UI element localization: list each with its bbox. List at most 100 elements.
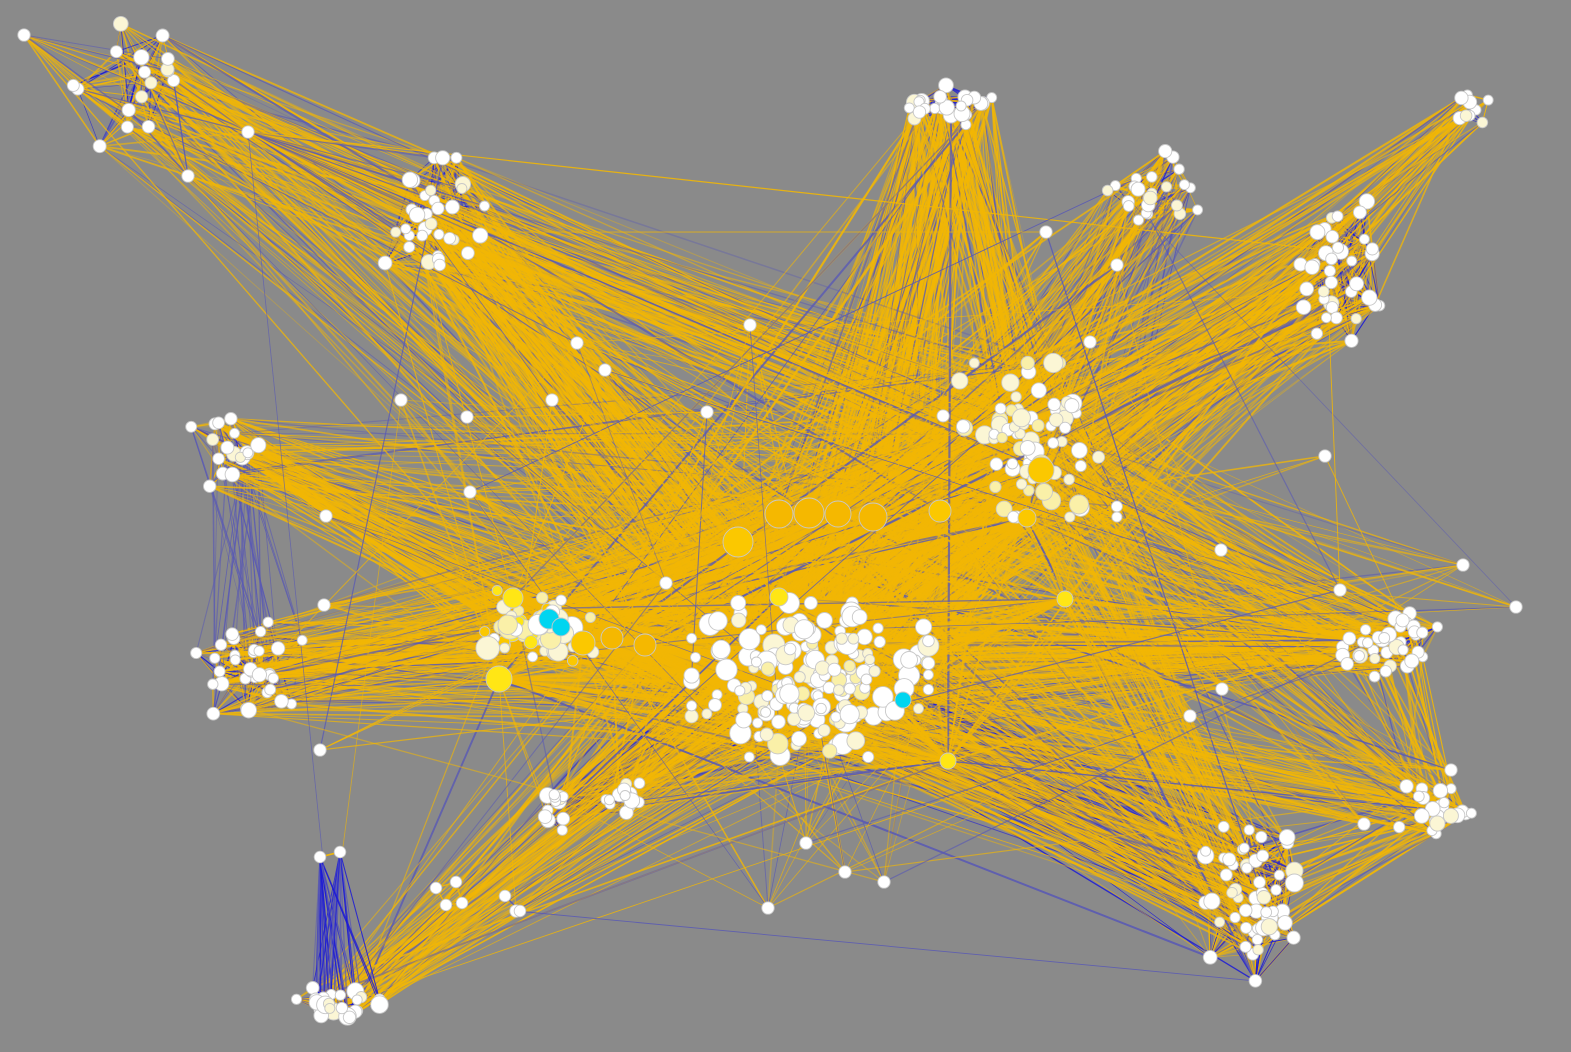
graph-node[interactable] [1047, 397, 1061, 412]
graph-node[interactable] [1399, 779, 1414, 794]
graph-node[interactable] [1310, 327, 1324, 340]
graph-node[interactable] [502, 587, 524, 609]
graph-node[interactable] [242, 447, 254, 459]
graph-node[interactable] [212, 452, 225, 465]
graph-node[interactable] [1122, 200, 1135, 212]
graph-node[interactable] [1063, 473, 1075, 486]
graph-node[interactable] [1111, 511, 1123, 523]
graph-node[interactable] [1252, 944, 1264, 956]
graph-node[interactable] [138, 65, 152, 79]
graph-node[interactable] [1361, 289, 1378, 306]
graph-node[interactable] [843, 682, 856, 695]
graph-node[interactable] [290, 993, 303, 1005]
graph-node[interactable] [1001, 373, 1020, 392]
graph-node[interactable] [1342, 631, 1357, 646]
graph-node[interactable] [1200, 845, 1212, 857]
graph-node[interactable] [1324, 275, 1338, 290]
graph-node[interactable] [181, 169, 195, 183]
graph-node[interactable] [955, 100, 967, 112]
graph-node[interactable] [1256, 849, 1270, 863]
graph-node[interactable] [334, 989, 347, 1001]
graph-node[interactable] [686, 700, 698, 712]
graph-node[interactable] [864, 654, 876, 666]
graph-node[interactable] [684, 709, 699, 724]
graph-node[interactable] [1365, 242, 1379, 256]
graph-node[interactable] [491, 585, 503, 596]
graph-node[interactable] [793, 671, 806, 684]
graph-node[interactable] [425, 184, 437, 197]
graph-node[interactable] [429, 881, 443, 895]
graph-node[interactable] [783, 642, 797, 656]
graph-node[interactable] [1482, 94, 1494, 106]
graph-node[interactable] [1069, 494, 1089, 515]
graph-node[interactable] [1476, 116, 1489, 129]
graph-node[interactable] [619, 790, 631, 801]
graph-node[interactable] [1110, 500, 1123, 513]
graph-node[interactable] [1359, 624, 1372, 636]
graph-node[interactable] [1404, 653, 1420, 669]
graph-node[interactable] [1031, 419, 1045, 433]
graph-node[interactable] [1092, 450, 1106, 464]
graph-node[interactable] [1509, 600, 1523, 614]
graph-node[interactable] [250, 437, 267, 454]
graph-node[interactable] [584, 611, 596, 623]
graph-node[interactable] [764, 499, 794, 529]
graph-node[interactable] [1015, 478, 1028, 490]
graph-node[interactable] [743, 318, 757, 332]
graph-node[interactable] [240, 701, 257, 719]
graph-node[interactable] [815, 702, 827, 715]
graph-node[interactable] [141, 119, 156, 134]
graph-node[interactable] [856, 628, 873, 646]
graph-node[interactable] [498, 889, 512, 903]
graph-node[interactable] [794, 619, 815, 640]
graph-node[interactable] [203, 479, 217, 493]
graph-node[interactable] [799, 836, 813, 850]
graph-node[interactable] [305, 981, 320, 995]
graph-node[interactable] [715, 658, 738, 681]
graph-node[interactable] [1006, 457, 1019, 470]
graph-node[interactable] [1379, 665, 1392, 678]
graph-node[interactable] [556, 824, 568, 836]
graph-node[interactable] [1454, 90, 1469, 106]
graph-node[interactable] [1239, 940, 1252, 953]
graph-node[interactable] [951, 372, 969, 390]
graph-node[interactable] [1170, 199, 1183, 212]
graph-node[interactable] [1035, 483, 1053, 501]
graph-node[interactable] [860, 673, 873, 686]
graph-node[interactable] [463, 485, 477, 499]
graph-node[interactable] [1241, 862, 1253, 874]
graph-node[interactable] [1240, 921, 1253, 934]
graph-node[interactable] [708, 611, 728, 631]
graph-node[interactable] [755, 624, 767, 636]
graph-node[interactable] [1378, 632, 1391, 644]
graph-node[interactable] [1397, 644, 1409, 656]
graph-node[interactable] [738, 628, 761, 651]
graph-node[interactable] [1056, 590, 1074, 608]
graph-node[interactable] [1325, 252, 1338, 266]
graph-node[interactable] [1048, 412, 1064, 427]
graph-node[interactable] [767, 733, 789, 755]
graph-node[interactable] [1043, 352, 1064, 374]
graph-node[interactable] [1444, 763, 1458, 777]
graph-node[interactable] [206, 433, 220, 446]
graph-node[interactable] [497, 614, 518, 635]
graph-node[interactable] [633, 633, 657, 657]
graph-node[interactable] [1412, 790, 1425, 803]
graph-node[interactable] [17, 28, 31, 42]
graph-node[interactable] [1350, 313, 1362, 325]
graph-node[interactable] [225, 627, 239, 641]
graph-node[interactable] [1369, 652, 1381, 665]
graph-node[interactable] [444, 199, 460, 215]
graph-node[interactable] [1229, 911, 1241, 924]
graph-node[interactable] [1331, 241, 1345, 254]
graph-node[interactable] [241, 125, 255, 139]
graph-node[interactable] [556, 811, 571, 826]
graph-node[interactable] [633, 777, 646, 790]
graph-node[interactable] [995, 500, 1013, 518]
graph-node[interactable] [1459, 109, 1473, 122]
graph-node[interactable] [835, 632, 848, 645]
graph-node[interactable] [161, 52, 175, 66]
graph-node[interactable] [1178, 179, 1190, 191]
graph-node[interactable] [443, 231, 456, 245]
graph-node[interactable] [1064, 511, 1076, 523]
